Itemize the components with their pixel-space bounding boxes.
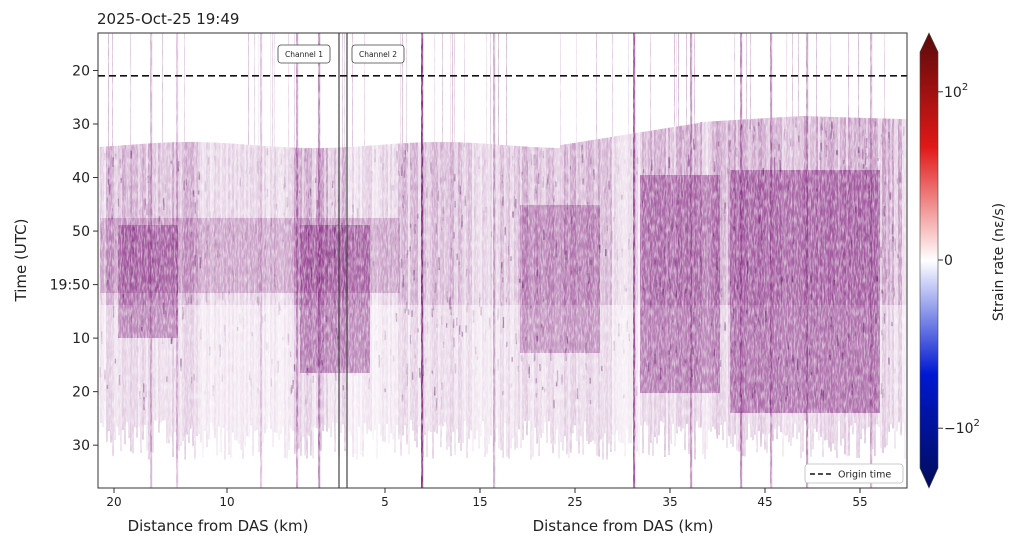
y-tick-label: 30 bbox=[72, 117, 90, 133]
channel-label: Channel 1 bbox=[285, 50, 323, 59]
x-tick-label: 10 bbox=[219, 495, 234, 509]
y-tick-label: 19:50 bbox=[50, 278, 90, 294]
x-tick-label: 15 bbox=[472, 495, 487, 509]
colorbar-tick-exponent: 2 bbox=[962, 82, 968, 93]
colorbar-label: Strain rate (nε/s) bbox=[991, 203, 1007, 321]
colorbar-tick-label: −102 bbox=[944, 418, 980, 437]
colorbar-tick-exponent: 2 bbox=[974, 418, 980, 429]
chart-title: 2025-Oct-25 19:49 bbox=[97, 10, 239, 28]
y-tick-label: 10 bbox=[72, 331, 90, 347]
x-tick-label: 45 bbox=[757, 495, 772, 509]
colorbar-tick-base: 0 bbox=[944, 253, 953, 269]
x-axis-label: Distance from DAS (km) bbox=[128, 517, 309, 535]
x-tick-label: 5 bbox=[381, 495, 389, 509]
channel-label-box bbox=[277, 44, 331, 64]
x-tick-label: 20 bbox=[106, 495, 121, 509]
x-axis: 20 10 Distance from DAS (km) 5 15 25 35 45 55 Dis… bbox=[106, 488, 868, 535]
colorbar-tick-label: 0 bbox=[944, 253, 953, 269]
y-tick-label: 20 bbox=[72, 385, 90, 401]
channel-label-box bbox=[351, 44, 405, 64]
x-tick-label: 25 bbox=[567, 495, 582, 509]
x-axis-label: Distance from DAS (km) bbox=[533, 517, 714, 535]
colorbar-tick-label: 102 bbox=[944, 82, 968, 101]
legend: Origin time bbox=[804, 463, 904, 484]
y-tick-label: 40 bbox=[72, 171, 90, 187]
channel-label: Channel 2 bbox=[359, 50, 397, 59]
legend-box bbox=[804, 463, 904, 484]
x-tick-label: 35 bbox=[662, 495, 677, 509]
y-tick-label: 50 bbox=[72, 224, 90, 240]
colorbar-tick-base: 10 bbox=[944, 85, 962, 101]
x-tick-label: 55 bbox=[852, 495, 867, 509]
plot-area: Channel 1 Channel 2 bbox=[97, 32, 908, 489]
y-axis-label: Time (UTC) bbox=[12, 219, 30, 303]
colorbar-bar bbox=[919, 32, 939, 489]
y-axis: 20 30 40 50 19:50 10 20 30 bbox=[50, 63, 98, 454]
y-tick-label: 30 bbox=[72, 438, 90, 454]
y-tick-label: 20 bbox=[72, 63, 90, 79]
plot-frame bbox=[97, 32, 908, 489]
noise-texture bbox=[98, 33, 907, 488]
colorbar-tick-base: −10 bbox=[944, 421, 974, 437]
channel-markers: Channel 1 Channel 2 bbox=[277, 33, 405, 488]
legend-label: Origin time bbox=[838, 470, 891, 481]
